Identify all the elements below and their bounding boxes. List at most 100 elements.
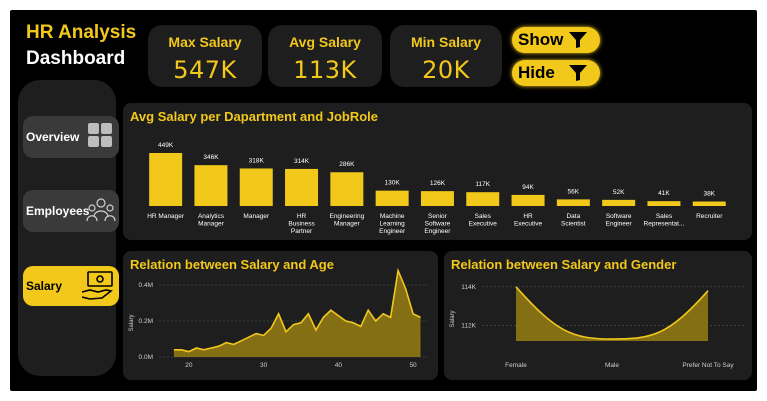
nav-item-overview[interactable]: Overview	[23, 116, 119, 158]
bar	[194, 165, 228, 206]
bar-data-label: 41K	[658, 190, 670, 197]
nav-item-label: Employees	[26, 204, 90, 218]
bar	[556, 199, 590, 206]
bar-data-label: 52K	[613, 189, 625, 196]
x-tick-label: 50	[409, 362, 417, 369]
chart-title: Relation between Salary and Gender	[451, 257, 677, 272]
page-title: HR Analysis	[26, 22, 137, 43]
y-tick-label: 112K	[461, 323, 476, 330]
kpi-label: Max Salary	[168, 34, 242, 50]
salary-gender-chart-panel: Relation between Salary and Gender 114K 1…	[444, 251, 752, 380]
area-fill	[516, 286, 708, 341]
bar	[511, 194, 545, 206]
x-tick-label: Engineer	[606, 221, 633, 228]
bar-data-label: 126K	[430, 180, 446, 187]
x-tick-label: Software	[425, 221, 451, 228]
kpi-card-max-salary: Max Salary 547K	[148, 25, 262, 87]
x-tick-label: Scientist	[561, 221, 586, 228]
bar-data-label: 449K	[158, 142, 174, 149]
show-label: Show	[518, 30, 564, 49]
kpi-card-avg-salary: Avg Salary 113K	[268, 25, 382, 87]
x-tick-label: Executive	[514, 221, 543, 228]
filter-icon	[569, 32, 587, 48]
x-tick-label: 30	[260, 362, 268, 369]
show-filter-button[interactable]: Show	[512, 27, 600, 53]
bar-data-label: 318K	[249, 157, 265, 164]
bar-data-label: 130K	[385, 180, 401, 187]
x-tick-label: Manager	[243, 213, 269, 220]
bar-data-label: 38K	[703, 191, 715, 198]
x-tick-label: Executive	[469, 221, 498, 228]
x-tick-label: HR Manager	[147, 213, 185, 220]
x-tick-label: Manager	[334, 221, 360, 228]
bar-data-label: 346K	[203, 154, 219, 161]
salary-age-chart-panel: Relation between Salary and Age 0.0M 0.2M…	[123, 251, 438, 380]
x-tick-label: Learning	[379, 221, 405, 228]
kpi-value: 113K	[293, 56, 357, 84]
kpi-label: Min Salary	[410, 34, 482, 50]
page-subtitle: Dashboard	[26, 48, 126, 69]
x-tick-label: Recruiter	[696, 213, 723, 220]
x-tick-label: Male	[605, 362, 619, 369]
x-tick-label: Manager	[198, 221, 224, 228]
series-line	[173, 267, 421, 353]
bar	[602, 199, 636, 206]
chart-title: Avg Salary per Dapartment and JobRole	[130, 109, 379, 124]
nav-item-label: Overview	[26, 130, 80, 144]
y-tick-label: 114K	[461, 284, 476, 291]
nav-item-label: Salary	[26, 279, 63, 293]
bar	[149, 153, 183, 206]
x-tick-label: Engineer	[379, 228, 406, 235]
bar-data-label: 286K	[339, 161, 355, 168]
x-tick-label: Engineering	[329, 213, 364, 220]
x-tick-label: Female	[505, 362, 527, 369]
y-tick-label: 0.2M	[139, 318, 153, 325]
bar-data-label: 94K	[522, 184, 534, 191]
kpi-card-min-salary: Min Salary 20K	[390, 25, 502, 87]
chart-title: Relation between Salary and Age	[130, 257, 334, 272]
x-tick-label: Senior	[428, 213, 448, 220]
x-tick-label: 20	[185, 362, 193, 369]
bar	[285, 168, 319, 206]
x-tick-label: Sales	[656, 213, 673, 220]
salary-gender-area-chart: 114K 112K Salary Female Male Prefer Not To Sa…	[450, 284, 744, 369]
avg-salary-bar-chart-panel: Avg Salary per Dapartment and JobRole 44…	[123, 103, 752, 240]
nav-item-employees[interactable]: Employees	[23, 190, 119, 232]
kpi-label: Avg Salary	[289, 34, 361, 50]
kpi-value: 20K	[422, 56, 470, 84]
nav-item-salary[interactable]: Salary	[23, 266, 119, 306]
money-hand-icon	[81, 271, 113, 300]
x-tick-label: Machine	[380, 213, 405, 220]
hide-label: Hide	[518, 63, 555, 82]
x-tick-label: Sales	[475, 213, 492, 220]
y-tick-label: 0.0M	[139, 354, 153, 361]
y-axis-label: Salary	[129, 314, 135, 331]
kpi-value: 547K	[173, 56, 237, 84]
bar	[647, 201, 681, 206]
bar	[330, 172, 364, 206]
x-tick-label: HR	[297, 213, 307, 220]
bar	[466, 192, 500, 206]
bar	[375, 190, 409, 206]
bar	[420, 191, 454, 206]
bar	[692, 201, 726, 206]
grid-icon	[88, 123, 112, 147]
x-tick-label: Analytics	[198, 213, 225, 220]
bar	[239, 168, 273, 206]
x-tick-label: Business	[288, 221, 315, 228]
x-tick-label: Partner	[291, 228, 313, 235]
bar-data-label: 56K	[568, 188, 580, 195]
x-tick-label: Data	[566, 213, 580, 220]
x-tick-label: HR	[523, 213, 533, 220]
x-tick-label: Engineer	[424, 228, 451, 235]
x-tick-label: Representat...	[644, 221, 685, 228]
area-fill	[173, 270, 421, 357]
series-line	[515, 286, 709, 340]
bar-data-label: 314K	[294, 158, 310, 165]
y-tick-label: 0.4M	[139, 282, 153, 289]
hide-filter-button[interactable]: Hide	[512, 60, 600, 86]
x-tick-label: Prefer Not To Say	[682, 362, 734, 369]
bar-data-label: 117K	[475, 181, 490, 188]
x-tick-label: 40	[335, 362, 343, 369]
